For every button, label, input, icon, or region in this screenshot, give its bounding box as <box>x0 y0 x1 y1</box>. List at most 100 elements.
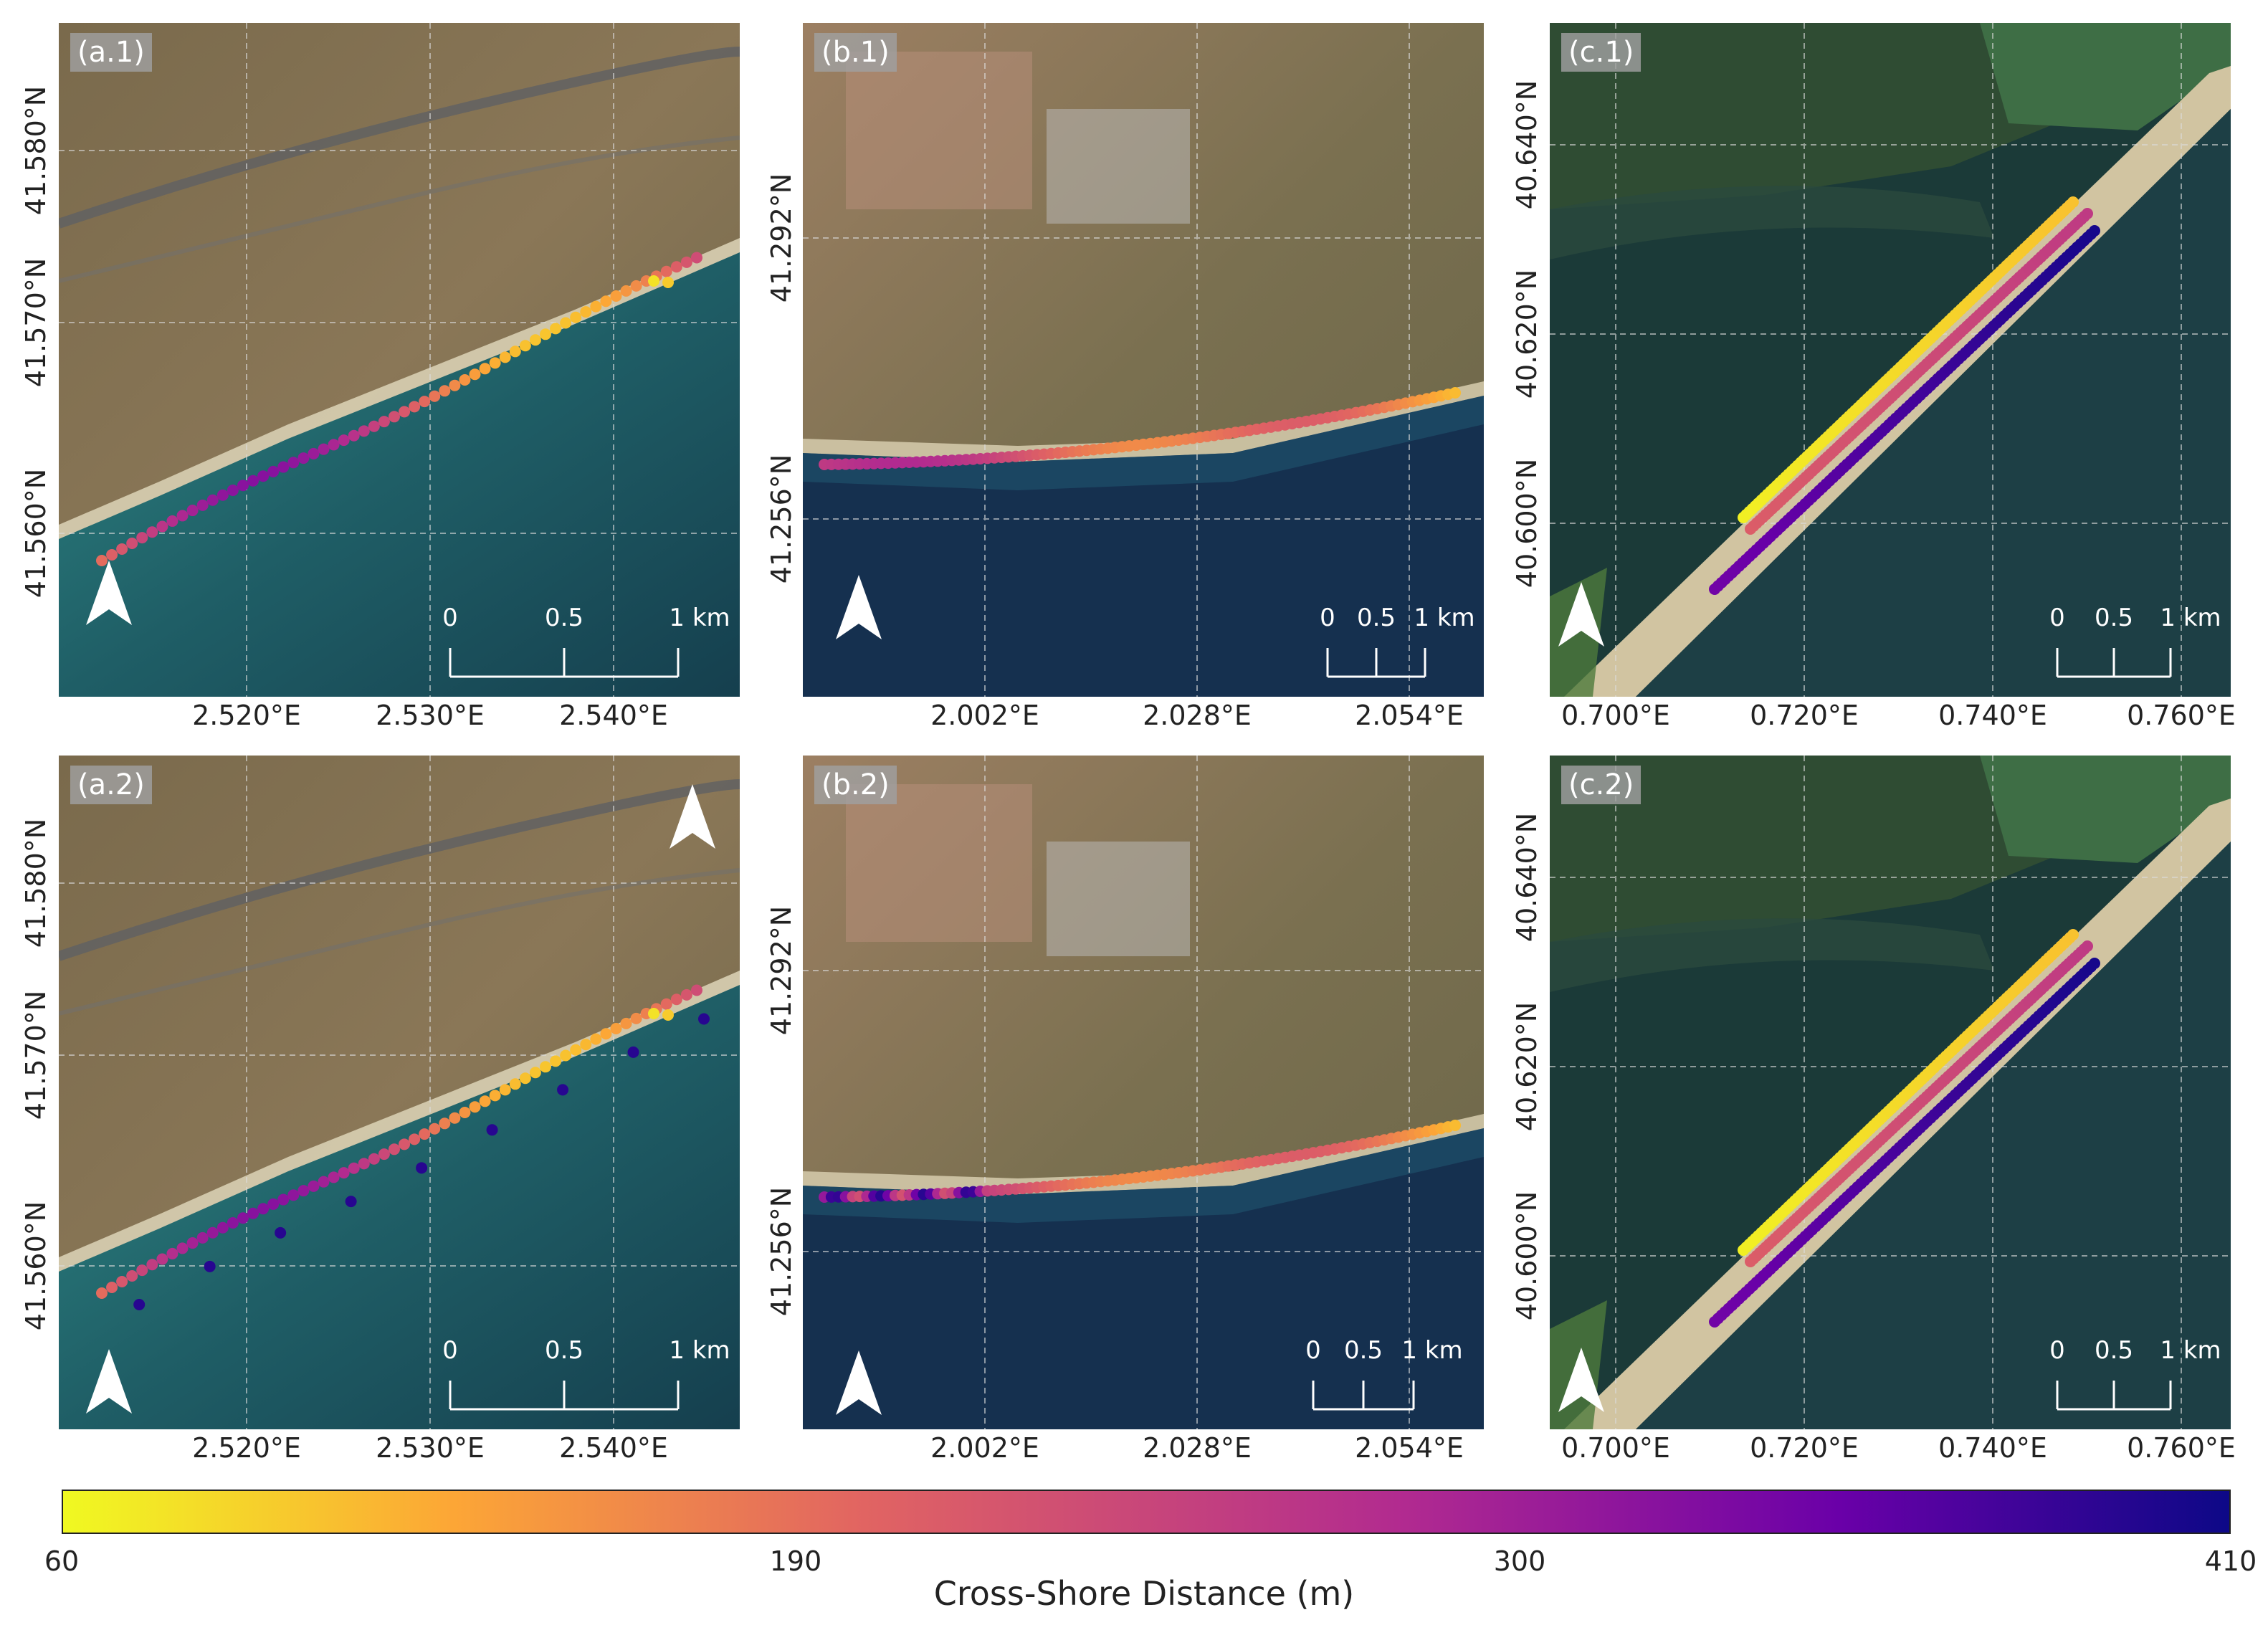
shoreline-point <box>206 494 219 506</box>
scale-bar-label: 0.5 <box>2094 1336 2134 1365</box>
satellite-map-c2 <box>1550 756 2231 1429</box>
shoreline-point <box>368 1153 380 1165</box>
scale-bar-label: 0.5 <box>544 1336 584 1365</box>
shoreline-point <box>2067 929 2079 940</box>
shoreline-point <box>399 1138 411 1150</box>
shoreline-point <box>328 1171 340 1183</box>
x-tick-label: 0.720°E <box>1750 700 1859 731</box>
shoreline-point <box>660 265 672 277</box>
map-panel-c1: (c.1) 0 0.5 1 km <box>1550 23 2231 697</box>
scale-bar <box>2056 648 2172 678</box>
shoreline-point <box>277 1193 290 1206</box>
shoreline-point <box>557 1084 569 1096</box>
shoreline-point <box>237 480 249 492</box>
x-tick-label: 0.700°E <box>1561 1432 1670 1464</box>
shoreline-point <box>627 1046 639 1058</box>
shoreline-point <box>499 351 511 363</box>
shoreline-point <box>358 1158 370 1170</box>
scale-bar-label: 0 <box>2049 1336 2065 1365</box>
x-tick-label: 2.530°E <box>376 1432 485 1464</box>
y-tick-label: 40.640°N <box>1511 80 1543 210</box>
x-tick-label: 0.720°E <box>1750 1432 1859 1464</box>
shoreline-point <box>570 311 582 323</box>
colorbar-title: Cross-Shore Distance (m) <box>933 1574 1355 1613</box>
shoreline-point <box>550 323 562 335</box>
scale-bar <box>1326 648 1426 678</box>
shoreline-point <box>287 457 300 469</box>
y-tick-label: 41.560°N <box>20 468 52 599</box>
x-tick-label: 2.530°E <box>376 700 485 731</box>
x-tick-label: 2.540°E <box>559 700 668 731</box>
scale-bar-label: 0 <box>1320 604 1335 632</box>
shoreline-point <box>519 1072 531 1085</box>
shoreline-point <box>297 452 310 464</box>
shoreline-point <box>277 461 290 473</box>
shoreline-point <box>358 425 370 437</box>
panel-label: (b.2) <box>814 766 897 804</box>
scale-bar <box>2056 1381 2172 1411</box>
x-tick-label: 0.760°E <box>2127 700 2236 731</box>
scale-bar-label: 0 <box>442 604 458 632</box>
colorbar-tick-label: 60 <box>44 1545 80 1577</box>
shoreline-point <box>489 357 501 369</box>
x-tick-label: 2.028°E <box>1143 700 1252 731</box>
shoreline-point <box>275 1226 287 1239</box>
shoreline-point <box>126 537 138 549</box>
shoreline-point <box>116 1275 128 1287</box>
shoreline-point <box>630 280 642 292</box>
y-tick-label: 40.620°N <box>1511 1001 1543 1132</box>
x-tick-label: 0.700°E <box>1561 700 1670 731</box>
shoreline-point <box>479 1095 491 1107</box>
scale-bar-label: 1 km <box>1401 1336 1463 1365</box>
scale-bar-label: 1 km <box>669 1336 730 1365</box>
shoreline-point <box>1449 1120 1461 1131</box>
shoreline-points-c2 <box>1709 929 2100 1328</box>
shoreline-point <box>648 275 659 287</box>
shoreline-point <box>146 1259 158 1271</box>
shoreline-point <box>196 499 209 511</box>
shoreline-point <box>570 1044 582 1056</box>
shoreline-point <box>287 1189 300 1201</box>
shoreline-point <box>670 993 682 1006</box>
colorbar-tick-label: 410 <box>2204 1545 2257 1577</box>
shoreline-point <box>486 1124 498 1136</box>
shoreline-point <box>469 368 481 381</box>
shoreline-point <box>691 252 702 264</box>
shoreline-point <box>176 1242 189 1254</box>
y-tick-label: 41.292°N <box>766 173 797 303</box>
shoreline-point <box>529 334 541 346</box>
shoreline-point <box>328 439 340 451</box>
shoreline-point <box>449 379 461 391</box>
x-tick-label: 2.520°E <box>192 1432 301 1464</box>
north-arrow-icon <box>836 575 882 639</box>
colorbar <box>62 1490 2231 1534</box>
satellite-map-c1 <box>1550 23 2231 697</box>
shoreline-point <box>519 340 531 352</box>
x-tick-label: 2.002°E <box>930 700 1039 731</box>
satellite-map-b2 <box>803 756 1484 1429</box>
shoreline-point <box>106 548 118 561</box>
shoreline-point <box>338 1167 350 1179</box>
shoreline-point <box>670 261 682 273</box>
shoreline-point <box>308 447 320 459</box>
shoreline-point <box>620 285 632 297</box>
shoreline-point <box>620 1017 632 1029</box>
shoreline-point <box>509 1078 521 1090</box>
shoreline-point <box>186 505 199 517</box>
shoreline-point <box>590 1033 602 1045</box>
map-panel-c2: (c.2) 0 0.5 1 km <box>1550 756 2231 1429</box>
scale-bar <box>449 1381 680 1411</box>
shoreline-point <box>186 1237 199 1249</box>
shoreline-point <box>680 988 692 1001</box>
shoreline-point <box>2067 196 2079 208</box>
shoreline-point <box>368 420 380 432</box>
panel-label: (c.2) <box>1561 766 1642 804</box>
scale-bar-label: 0 <box>1305 1336 1321 1365</box>
shoreline-points-b2 <box>819 1120 1461 1203</box>
shoreline-point <box>106 1281 118 1293</box>
shoreline-point <box>600 295 612 308</box>
scale-bar-label: 1 km <box>1414 604 1475 632</box>
y-tick-label: 40.620°N <box>1511 269 1543 399</box>
shoreline-point <box>539 328 551 340</box>
map-panel-b2: (b.2) 0 0.5 1 km <box>803 756 1484 1429</box>
